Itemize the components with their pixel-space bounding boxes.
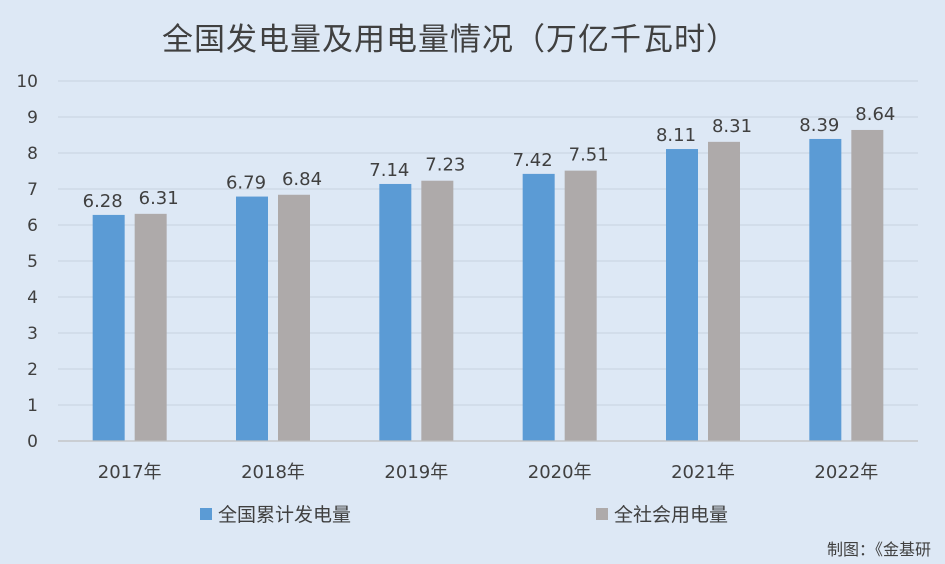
legend: 全国累计发电量 全社会用电量: [0, 500, 945, 532]
y-tick-label: 10: [16, 72, 38, 92]
bar-consumption: [278, 194, 310, 441]
legend-label-generation: 全国累计发电量: [218, 504, 352, 526]
legend-swatch-consumption: [596, 507, 608, 520]
bar-generation: [809, 138, 842, 441]
bar-consumption: [708, 141, 740, 441]
y-tick-label: 2: [27, 360, 38, 380]
x-tick-label: 2021年: [671, 462, 735, 483]
data-label-generation: 8.39: [799, 115, 839, 136]
x-tick-label: 2017年: [98, 462, 162, 483]
legend-label-consumption: 全社会用电量: [614, 504, 729, 526]
y-tick-label: 8: [27, 144, 38, 164]
legend-swatch-generation: [200, 507, 212, 520]
bar-generation: [522, 173, 555, 441]
source-note: 制图：《金基研: [826, 540, 931, 559]
data-label-consumption: 6.31: [139, 188, 179, 209]
data-label-generation: 7.14: [369, 160, 409, 181]
bar-generation: [666, 149, 698, 442]
data-label-generation: 8.11: [656, 125, 696, 146]
data-label-consumption: 7.51: [569, 145, 609, 166]
y-tick-label: 9: [27, 108, 38, 128]
bar-generation: [236, 196, 268, 441]
data-label-consumption: 7.23: [425, 155, 465, 176]
bar-consumption: [421, 180, 454, 441]
y-tick-label: 0: [27, 432, 38, 452]
y-tick-label: 7: [27, 180, 38, 200]
y-tick-label: 6: [27, 216, 38, 236]
y-tick-label: 3: [27, 324, 38, 344]
data-label-consumption: 6.84: [282, 169, 322, 190]
bar-consumption: [134, 213, 167, 441]
chart-title: 全国发电量及用电量情况（万亿千瓦时）: [162, 22, 738, 58]
y-tick-label: 4: [27, 288, 38, 308]
bar-generation: [92, 214, 125, 441]
data-label-consumption: 8.64: [855, 104, 895, 125]
x-tick-label: 2022年: [814, 462, 878, 483]
bar-generation: [379, 183, 412, 441]
data-label-generation: 6.79: [226, 173, 266, 194]
x-tick-label: 2020年: [528, 462, 592, 483]
bar-consumption: [564, 170, 597, 441]
data-label-generation: 7.42: [513, 150, 553, 171]
y-tick-label: 1: [27, 396, 38, 416]
y-tick-label: 5: [27, 252, 38, 272]
legend-item-generation: 全国累计发电量: [200, 500, 351, 527]
x-tick-label: 2018年: [241, 462, 305, 483]
x-tick-label: 2019年: [384, 462, 448, 483]
data-label-consumption: 8.31: [712, 116, 752, 137]
bar-consumption: [851, 129, 884, 441]
data-label-generation: 6.28: [83, 191, 123, 212]
legend-item-consumption: 全社会用电量: [596, 500, 728, 527]
